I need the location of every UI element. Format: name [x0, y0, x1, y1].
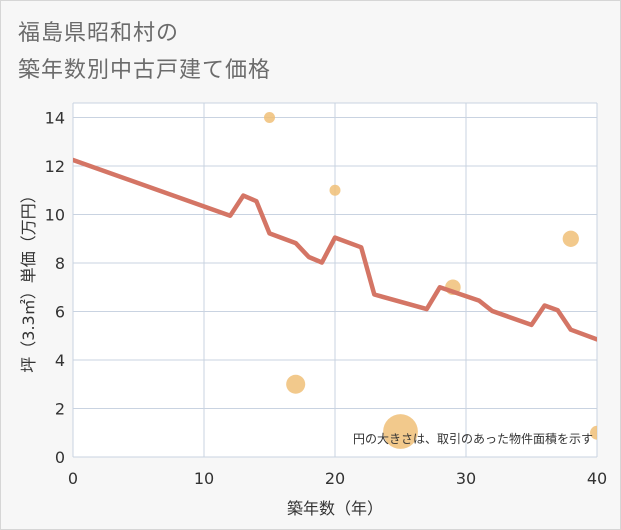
y-tick-label-7: 14: [45, 109, 65, 128]
chart-title: 福島県昭和村の 築年数別中古戸建て価格: [18, 15, 271, 89]
bubble-point-6: [590, 425, 597, 440]
x-tick-label-0: 0: [68, 469, 78, 488]
x-tick-label-4: 40: [587, 469, 607, 488]
y-tick-label-4: 8: [55, 254, 65, 273]
bubble-point-2: [286, 374, 306, 394]
bubble-point-3: [383, 414, 418, 449]
tick-labels: 0 10 20 30 40 0 2 4 6 8 10 12 14: [45, 109, 608, 488]
y-axis-label: 坪（3.3㎡）単価（万円）: [19, 187, 38, 372]
x-tick-label-2: 20: [325, 469, 345, 488]
y-tick-label-3: 6: [55, 303, 65, 322]
bubble-point-5: [562, 230, 579, 247]
y-tick-label-0: 0: [55, 448, 65, 467]
x-tick-label-3: 30: [456, 469, 476, 488]
chart-title-line1: 福島県昭和村の: [18, 21, 180, 46]
y-tick-label-1: 2: [55, 400, 65, 419]
gridlines: [72, 102, 598, 458]
bubble-point-0: [264, 112, 275, 124]
x-tick-label-1: 10: [194, 469, 214, 488]
bubble-point-1: [329, 184, 341, 196]
chart-title-line2: 築年数別中古戸建て価格: [18, 58, 272, 83]
bubble-size-note: 円の大きさは、取引のあった物件面積を示す: [353, 431, 593, 446]
y-tick-label-2: 4: [55, 351, 65, 370]
y-tick-label-5: 10: [45, 206, 65, 225]
bubble-layer: [264, 112, 597, 449]
x-axis-label: 築年数（年）: [287, 499, 383, 518]
trend-line: [73, 157, 597, 342]
y-tick-label-6: 12: [45, 157, 65, 176]
